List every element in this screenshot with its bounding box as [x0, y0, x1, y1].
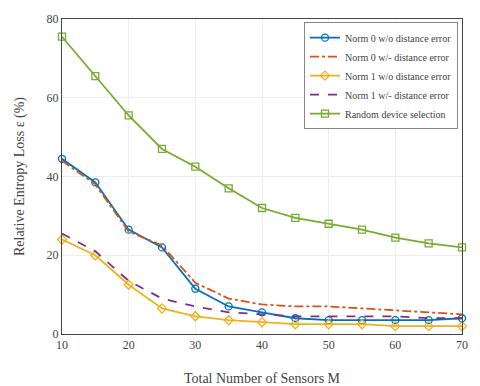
- svg-text:70: 70: [456, 338, 468, 352]
- svg-text:Relative Entropy Loss ε (%): Relative Entropy Loss ε (%): [12, 97, 28, 256]
- svg-text:40: 40: [256, 338, 268, 352]
- svg-text:0: 0: [53, 327, 59, 341]
- svg-text:30: 30: [189, 338, 201, 352]
- svg-text:20: 20: [123, 338, 135, 352]
- svg-text:10: 10: [56, 338, 68, 352]
- svg-text:Norm 1 w/- distance error: Norm 1 w/- distance error: [345, 90, 450, 101]
- svg-text:50: 50: [323, 338, 335, 352]
- svg-text:Random device selection: Random device selection: [345, 109, 446, 120]
- svg-text:60: 60: [47, 91, 59, 105]
- svg-text:Norm 1 w/o distance error: Norm 1 w/o distance error: [345, 71, 451, 82]
- svg-text:Norm 0 w/- distance error: Norm 0 w/- distance error: [345, 52, 450, 63]
- svg-text:60: 60: [389, 338, 401, 352]
- svg-text:80: 80: [47, 12, 59, 26]
- svg-text:Norm 0 w/o distance error: Norm 0 w/o distance error: [345, 33, 451, 44]
- svg-text:Total Number of Sensors M: Total Number of Sensors M: [184, 371, 341, 386]
- svg-text:20: 20: [47, 248, 59, 262]
- svg-text:40: 40: [47, 170, 59, 184]
